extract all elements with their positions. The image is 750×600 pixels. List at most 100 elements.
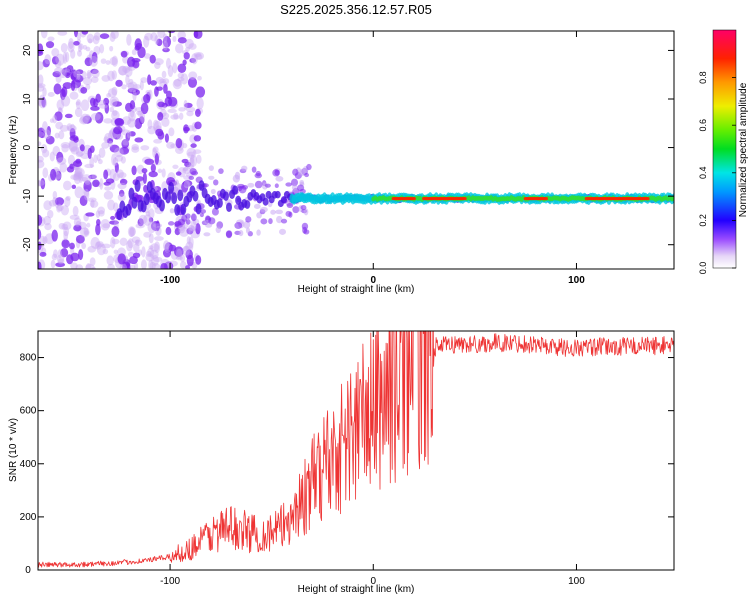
noise-blob — [178, 112, 184, 120]
noise-blob — [260, 206, 268, 213]
noise-blob — [106, 93, 111, 98]
noise-blob — [185, 218, 191, 225]
noise-blob — [72, 205, 79, 217]
noise-blob — [45, 41, 55, 49]
noise-blob — [111, 98, 118, 107]
noise-blob — [153, 58, 164, 66]
noise-blob — [172, 79, 183, 90]
noise-blob — [129, 100, 136, 110]
noise-blob — [186, 164, 195, 169]
noise-blob — [92, 179, 100, 188]
noise-blob — [71, 184, 77, 190]
noise-blob — [177, 72, 185, 79]
noise-blob — [38, 74, 44, 86]
carrier-band — [244, 200, 251, 209]
noise-blob — [189, 58, 197, 63]
noise-blob — [163, 240, 170, 251]
noise-blob — [56, 203, 62, 213]
carrier-band — [262, 197, 269, 206]
noise-blob — [64, 72, 71, 79]
noise-blob — [92, 35, 100, 45]
noise-blob — [57, 258, 65, 265]
noise-blob — [115, 79, 123, 87]
noise-blob — [85, 263, 92, 269]
noise-blob — [119, 263, 128, 269]
noise-blob — [278, 228, 287, 235]
noise-blob — [188, 175, 195, 180]
noise-blob — [82, 77, 92, 86]
noise-blob — [174, 179, 180, 186]
noise-blob — [147, 74, 152, 86]
noise-blob — [195, 255, 202, 265]
noise-blob — [153, 138, 163, 144]
noise-blob — [148, 217, 154, 223]
noise-blob — [95, 241, 102, 250]
noise-blob — [68, 37, 74, 50]
noise-blob — [45, 135, 55, 145]
noise-blob — [82, 115, 92, 124]
noise-blob — [74, 167, 85, 178]
noise-blob — [111, 70, 117, 80]
noise-blob — [162, 47, 170, 53]
noise-blob — [167, 65, 174, 78]
noise-blob — [42, 87, 47, 97]
noise-blob — [98, 103, 108, 109]
noise-blob — [80, 99, 90, 112]
noise-blob — [300, 205, 307, 211]
noise-blob — [149, 261, 156, 269]
noise-blob — [186, 147, 197, 159]
noise-blob — [131, 236, 141, 244]
noise-blob — [124, 66, 133, 78]
noise-blob — [111, 238, 120, 245]
noise-blob — [238, 230, 244, 237]
noise-blob — [38, 83, 46, 88]
noise-blob — [122, 139, 130, 146]
noise-blob — [167, 31, 176, 34]
noise-blob — [143, 184, 148, 193]
noise-blob — [137, 218, 144, 227]
noise-blob — [272, 169, 280, 177]
noise-blob — [52, 196, 57, 206]
noise-blob — [66, 65, 74, 73]
noise-blob — [104, 186, 112, 191]
noise-blob — [56, 254, 65, 264]
noise-blob — [62, 52, 68, 64]
noise-blob — [144, 158, 155, 165]
noise-blob — [44, 54, 52, 65]
noise-blob — [291, 178, 299, 187]
noise-blob — [302, 226, 308, 234]
noise-blob — [191, 53, 198, 65]
noise-blob — [120, 50, 128, 58]
carrier-band — [128, 187, 135, 200]
noise-blob — [87, 38, 93, 44]
noise-blob — [193, 149, 202, 154]
noise-blob — [94, 111, 104, 124]
noise-blob — [75, 234, 85, 244]
noise-blob — [95, 223, 101, 236]
noise-blob — [70, 69, 78, 81]
noise-blob — [151, 263, 161, 269]
noise-blob — [38, 228, 42, 240]
noise-blob — [112, 101, 122, 107]
noise-blob — [114, 118, 125, 127]
noise-blob — [69, 128, 76, 139]
noise-blob — [135, 239, 140, 245]
noise-blob — [251, 166, 257, 173]
noise-blob — [83, 227, 89, 237]
noise-blob — [108, 140, 113, 148]
snr-series-line — [38, 331, 674, 568]
noise-blob — [70, 252, 80, 262]
noise-blob — [40, 31, 48, 39]
noise-blob — [238, 185, 247, 194]
noise-blob — [102, 223, 111, 229]
noise-blob — [280, 218, 288, 224]
noise-blob — [55, 53, 65, 66]
noise-blob — [276, 215, 283, 224]
noise-blob — [42, 236, 48, 244]
noise-blob — [93, 32, 101, 41]
noise-blob — [154, 86, 159, 97]
noise-blob — [67, 41, 75, 53]
noise-blob — [87, 197, 97, 203]
noise-blob — [211, 207, 219, 216]
